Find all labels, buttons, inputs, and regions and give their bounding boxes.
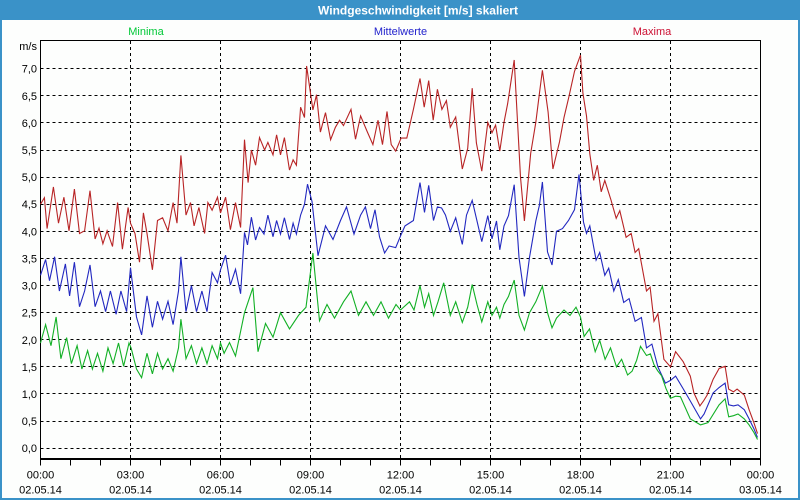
svg-text:2,5: 2,5 (22, 308, 37, 320)
svg-text:Mittelwerte: Mittelwerte (374, 26, 427, 38)
svg-text:0,0: 0,0 (22, 443, 37, 455)
svg-text:0,5: 0,5 (22, 416, 37, 428)
svg-text:2,0: 2,0 (22, 335, 37, 347)
svg-text:15:00: 15:00 (477, 470, 505, 482)
svg-text:03:00: 03:00 (117, 470, 145, 482)
svg-text:21:00: 21:00 (657, 470, 685, 482)
svg-text:00:00: 00:00 (27, 470, 55, 482)
svg-text:Maxima: Maxima (633, 26, 672, 38)
svg-text:5,5: 5,5 (22, 145, 37, 157)
svg-text:06:00: 06:00 (207, 470, 235, 482)
svg-text:7,0: 7,0 (22, 64, 37, 76)
svg-text:6,0: 6,0 (22, 118, 37, 130)
svg-text:1,0: 1,0 (22, 389, 37, 401)
svg-text:02.05.14: 02.05.14 (649, 485, 692, 497)
svg-text:Minima: Minima (128, 26, 164, 38)
svg-text:5,0: 5,0 (22, 172, 37, 184)
svg-text:Windgeschwindigkeit [m/s] skal: Windgeschwindigkeit [m/s] skaliert (318, 4, 518, 18)
svg-text:02.05.14: 02.05.14 (469, 485, 512, 497)
svg-text:02.05.14: 02.05.14 (199, 485, 242, 497)
svg-text:3,5: 3,5 (22, 254, 37, 266)
svg-text:02.05.14: 02.05.14 (19, 485, 62, 497)
svg-text:18:00: 18:00 (567, 470, 595, 482)
svg-text:3,0: 3,0 (22, 281, 37, 293)
svg-text:00:00: 00:00 (747, 470, 775, 482)
svg-text:12:00: 12:00 (387, 470, 415, 482)
svg-text:6,5: 6,5 (22, 91, 37, 103)
svg-text:4,0: 4,0 (22, 226, 37, 238)
svg-text:1,5: 1,5 (22, 362, 37, 374)
svg-text:09:00: 09:00 (297, 470, 325, 482)
svg-text:03.05.14: 03.05.14 (739, 485, 782, 497)
svg-text:m/s: m/s (19, 41, 37, 53)
svg-text:02.05.14: 02.05.14 (289, 485, 332, 497)
svg-text:02.05.14: 02.05.14 (559, 485, 602, 497)
svg-text:02.05.14: 02.05.14 (109, 485, 152, 497)
svg-text:02.05.14: 02.05.14 (379, 485, 422, 497)
svg-text:4,5: 4,5 (22, 199, 37, 211)
